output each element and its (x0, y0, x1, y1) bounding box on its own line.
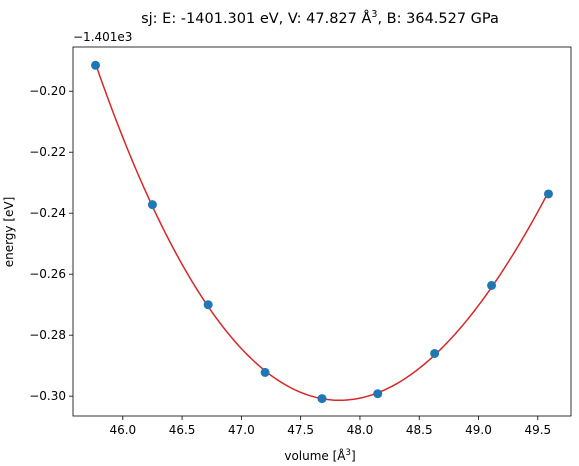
data-point (430, 348, 440, 358)
data-point (147, 200, 157, 210)
data-point (91, 60, 101, 70)
y-tick-label: −0.30 (29, 389, 66, 403)
y-axis-label: energy [eV] (2, 197, 16, 268)
x-tick-label: 49.0 (465, 423, 492, 437)
x-axis-label: volume [Å3] (284, 448, 355, 463)
plot-frame (72, 46, 572, 417)
x-tick-label: 46.5 (169, 423, 196, 437)
chart-title: sj: E: -1401.301 eV, V: 47.827 Å3, B: 36… (141, 9, 499, 27)
y-tick-label: −0.20 (29, 84, 66, 98)
data-point (543, 189, 553, 199)
plot-area: 46.0 46.5 47.0 47.5 48.0 48.5 49.0 49.5 −0.30 −0.… (29, 46, 572, 437)
y-tick-label: −0.28 (29, 328, 66, 342)
data-point (487, 280, 497, 290)
y-tick-label: −0.26 (29, 267, 66, 281)
y-tick-label: −0.22 (29, 145, 66, 159)
data-point (317, 394, 327, 404)
data-point (260, 367, 270, 377)
fit-curve-line (94, 63, 550, 402)
x-tick-label: 49.5 (524, 423, 551, 437)
x-tick-label: 48.5 (406, 423, 433, 437)
y-tick-label: −0.24 (29, 206, 66, 220)
x-tick-label: 46.0 (109, 423, 136, 437)
data-point (373, 389, 383, 399)
y-offset-label: −1.401e3 (73, 30, 132, 44)
x-tick-label: 47.5 (287, 423, 314, 437)
x-tick-label: 47.0 (228, 423, 255, 437)
data-point (203, 300, 213, 310)
x-tick-label: 48.0 (347, 423, 374, 437)
